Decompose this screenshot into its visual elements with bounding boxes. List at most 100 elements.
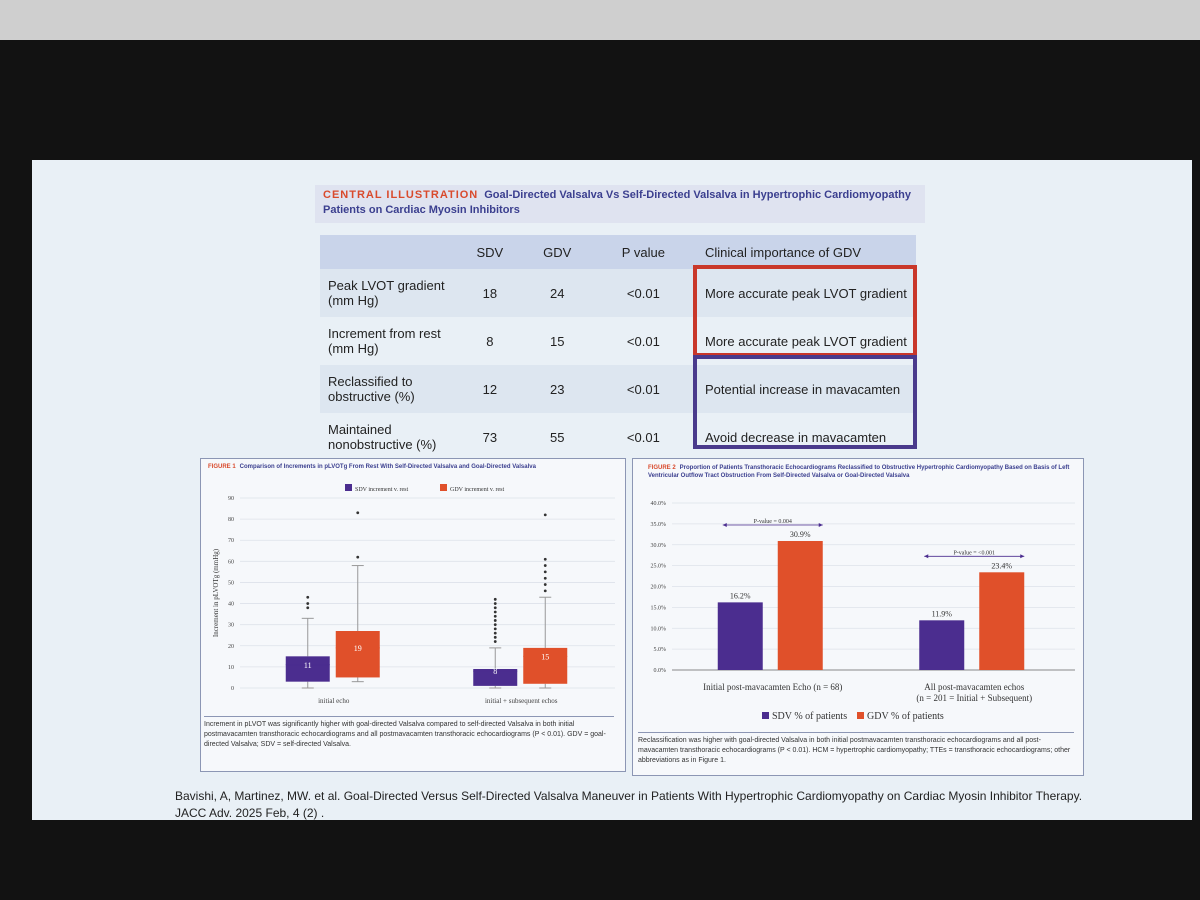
table-cell: 8 [486, 333, 494, 349]
outlier [493, 619, 497, 622]
column-header: P value [591, 235, 695, 269]
table-cell: 12 [457, 365, 523, 413]
y-tick-label: 5.0% [654, 647, 667, 653]
x-tick-label: initial echo [318, 697, 350, 705]
header-row: SDV GDV P value Clinical importance of GDV [320, 235, 916, 269]
y-tick-label: 10 [228, 665, 234, 671]
figure-title-text: Comparison of Increments in pLVOTg From … [239, 464, 536, 470]
table-cell: 55 [549, 429, 565, 445]
table-cell: Reclassified to obstructive (%) [320, 365, 457, 413]
legend-swatch [345, 484, 352, 491]
value-label: 23.4% [991, 561, 1012, 570]
figure-caption: Increment in pLVOT was significantly hig… [204, 716, 614, 750]
figure-label: FIGURE 2 [648, 465, 676, 471]
box [523, 647, 568, 684]
outlier [493, 610, 497, 614]
outlier [543, 513, 547, 517]
outlier [493, 635, 497, 639]
y-tick-label: 30.0% [651, 543, 667, 549]
table-cell: More accurate peak LVOT gradient [705, 333, 907, 349]
y-tick-label: 50 [228, 580, 234, 586]
y-tick-label: 0 [231, 686, 234, 692]
figure-title: FIGURE 1 Comparison of Increments in pLVO… [208, 463, 618, 471]
title-lead: CENTRAL ILLUSTRATION [323, 189, 479, 201]
column-header: SDV [457, 235, 523, 269]
median-label: 11 [304, 661, 312, 670]
box [335, 631, 380, 678]
x-tick-label: All post-mavacamten echos (n = 201 = Init… [916, 682, 1032, 703]
outlier [356, 555, 360, 559]
table-cell: 73 [482, 429, 498, 445]
y-tick-label: 25.0% [651, 564, 667, 570]
figure-label: FIGURE 1 [208, 464, 236, 470]
outlier [306, 602, 310, 605]
y-tick-label: 60 [228, 559, 234, 565]
table-row: Increment from rest (mm Hg) 8 15 <0.01 More … [320, 317, 916, 365]
citation-line: Bavishi, A, Martinez, MW. et al. Goal-Di… [175, 789, 1083, 803]
table-cell: Maintained nonobstructive (%) [328, 422, 437, 452]
figure-panel [200, 458, 626, 772]
column-header: Clinical importance of GDV [695, 235, 916, 269]
legend-swatch [762, 712, 769, 719]
y-tick-label: 90 [228, 496, 234, 502]
table-cell: Increment from rest (mm Hg) [328, 326, 441, 356]
bar [919, 620, 965, 670]
outlier [493, 627, 497, 631]
table-cell: 18 [457, 269, 523, 317]
box [285, 656, 330, 682]
table-cell: More accurate peak LVOT gradient [695, 269, 916, 317]
outlier [306, 606, 310, 610]
citation-line: JACC Adv. 2025 Feb, 4 (2) . [175, 806, 325, 820]
bar [777, 540, 823, 670]
y-tick-label: 80 [228, 517, 234, 523]
legend-label: SDV increment v. rest [355, 487, 408, 493]
outlier [543, 589, 547, 593]
box [473, 669, 518, 686]
table-cell: Potential increase in mavacamten [695, 365, 916, 413]
outlier [493, 606, 497, 610]
table-cell: 15 [549, 333, 565, 349]
outlier [493, 631, 497, 635]
y-tick-label: 30 [228, 623, 234, 629]
legend-label: GDV % of patients [867, 711, 944, 722]
outlier [543, 570, 547, 574]
y-tick-label: 35.0% [651, 522, 667, 528]
legend-swatch [857, 712, 864, 719]
x-tick-label: initial + subsequent echos [485, 697, 558, 705]
bar [717, 602, 763, 670]
table-cell: 23 [522, 365, 592, 413]
outlier [493, 614, 497, 618]
outlier [493, 602, 497, 605]
wall [0, 0, 1200, 40]
citation: Bavishi, A, Martinez, MW. et al. Goal-Di… [175, 788, 1105, 822]
y-tick-label: 10.0% [651, 626, 667, 632]
p-value-annotation: P-value = <0.001 [953, 550, 995, 556]
p-value-annotation: P-value = 0.004 [754, 519, 792, 525]
table-cell: <0.01 [591, 269, 695, 317]
legend-swatch [440, 484, 447, 491]
table-row: Peak LVOT gradient (mm Hg) 18 24 <0.01 More … [320, 269, 916, 317]
column-header: GDV [522, 235, 592, 269]
outlier [493, 623, 497, 627]
table-cell: <0.01 [591, 365, 695, 413]
y-tick-label: 40.0% [651, 501, 667, 507]
outlier [356, 511, 360, 515]
y-axis-label: Increment in pLVOTg (mmHg) [212, 548, 220, 637]
median-label: 15 [541, 652, 549, 661]
figure-caption: Reclassification was higher with goal-di… [638, 732, 1074, 766]
table-cell: Peak LVOT gradient (mm Hg) [320, 269, 457, 317]
y-tick-label: 40 [228, 602, 234, 608]
corner-cell [320, 235, 457, 269]
y-tick-label: 0.0% [654, 668, 667, 674]
x-tick-label: Initial post-mavacamten Echo (n = 68) [703, 682, 842, 692]
slide-title: CENTRAL ILLUSTRATION Goal-Directed Valsal… [315, 185, 925, 223]
table-body: Peak LVOT gradient (mm Hg) 18 24 <0.01 More … [320, 269, 916, 461]
table-cell: <0.01 [626, 333, 660, 349]
figure-title: FIGURE 2 Proportion of Patients Transthor… [648, 464, 1076, 480]
table-cell: 24 [522, 269, 592, 317]
outlier [493, 597, 497, 601]
bar [979, 572, 1025, 670]
y-tick-label: 20 [228, 644, 234, 650]
